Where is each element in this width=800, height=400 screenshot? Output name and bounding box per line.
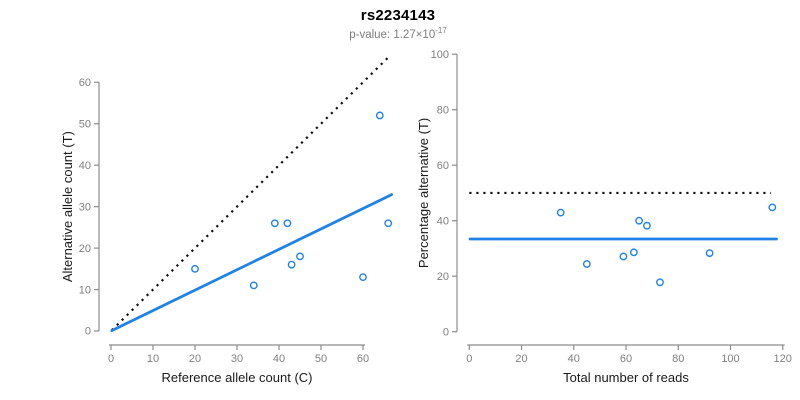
y-axis-title: Alternative allele count (T) — [60, 131, 75, 282]
pvalue-exponent: -17 — [435, 26, 447, 35]
y-tick-label: 50 — [79, 118, 91, 130]
pvalue-text: p-value: 1.27×10 — [349, 28, 436, 41]
data-point — [635, 216, 643, 225]
right-plot: 0 20 40 60 80 100 0 20 40 60 80 100 120 Total number … — [416, 49, 792, 385]
x-tick-label: 100 — [721, 353, 739, 365]
data-point — [643, 221, 651, 230]
x-axis-title: Total number of reads — [563, 370, 689, 385]
y-tick-label: 0 — [443, 326, 449, 338]
data-point — [384, 219, 393, 228]
data-point — [283, 219, 292, 228]
y-tick-label: 10 — [79, 284, 91, 296]
data-point — [191, 264, 199, 273]
x-tick-label: 30 — [231, 353, 243, 365]
x-tick-label: 10 — [147, 353, 159, 365]
x-tick-label: 60 — [357, 353, 369, 365]
x-tick-label: 50 — [315, 353, 327, 365]
data-point — [249, 281, 258, 290]
x-tick-label: 80 — [672, 353, 684, 365]
x-tick-label: 0 — [466, 353, 472, 365]
y-tick-label: 0 — [85, 326, 91, 338]
data-point — [296, 252, 304, 261]
x-tick-label: 20 — [189, 353, 201, 365]
figure-subtitle: p-value: 1.27×10-17 — [0, 26, 796, 41]
x-axis-title: Reference allele count (C) — [161, 370, 312, 385]
data-point — [629, 248, 638, 257]
expected-50pct-line — [111, 54, 392, 331]
y-tick-label: 30 — [79, 201, 91, 213]
data-point — [582, 260, 591, 268]
left-plot: 0 10 20 30 40 50 60 0 10 20 30 40 50 60 Reference alle… — [60, 54, 393, 385]
x-tick-label: 0 — [108, 353, 114, 365]
x-tick-label: 40 — [568, 353, 580, 365]
data-point — [359, 273, 367, 282]
data-point — [270, 219, 279, 228]
data-point — [656, 278, 664, 287]
x-tick-label: 60 — [620, 353, 632, 365]
y-tick-label: 20 — [79, 243, 91, 255]
y-tick-label: 80 — [437, 104, 449, 116]
y-tick-label: 20 — [437, 271, 449, 283]
data-point — [287, 260, 296, 269]
data-point — [705, 249, 714, 258]
data-point — [768, 203, 777, 212]
x-tick-label: 20 — [515, 353, 527, 365]
figure-title: rs2234143 — [360, 7, 436, 24]
y-tick-label: 60 — [79, 77, 91, 89]
observed-ratio-line — [110, 193, 393, 332]
x-tick-label: 40 — [273, 353, 285, 365]
x-tick-label: 120 — [774, 353, 792, 365]
data-point — [556, 208, 565, 217]
y-axis-title: Percentage alternative (T) — [416, 118, 431, 268]
y-tick-label: 40 — [79, 160, 91, 172]
y-tick-label: 40 — [437, 215, 449, 227]
data-point — [619, 252, 628, 261]
y-tick-label: 60 — [437, 160, 449, 172]
data-point — [375, 111, 384, 120]
y-tick-label: 100 — [431, 49, 449, 61]
